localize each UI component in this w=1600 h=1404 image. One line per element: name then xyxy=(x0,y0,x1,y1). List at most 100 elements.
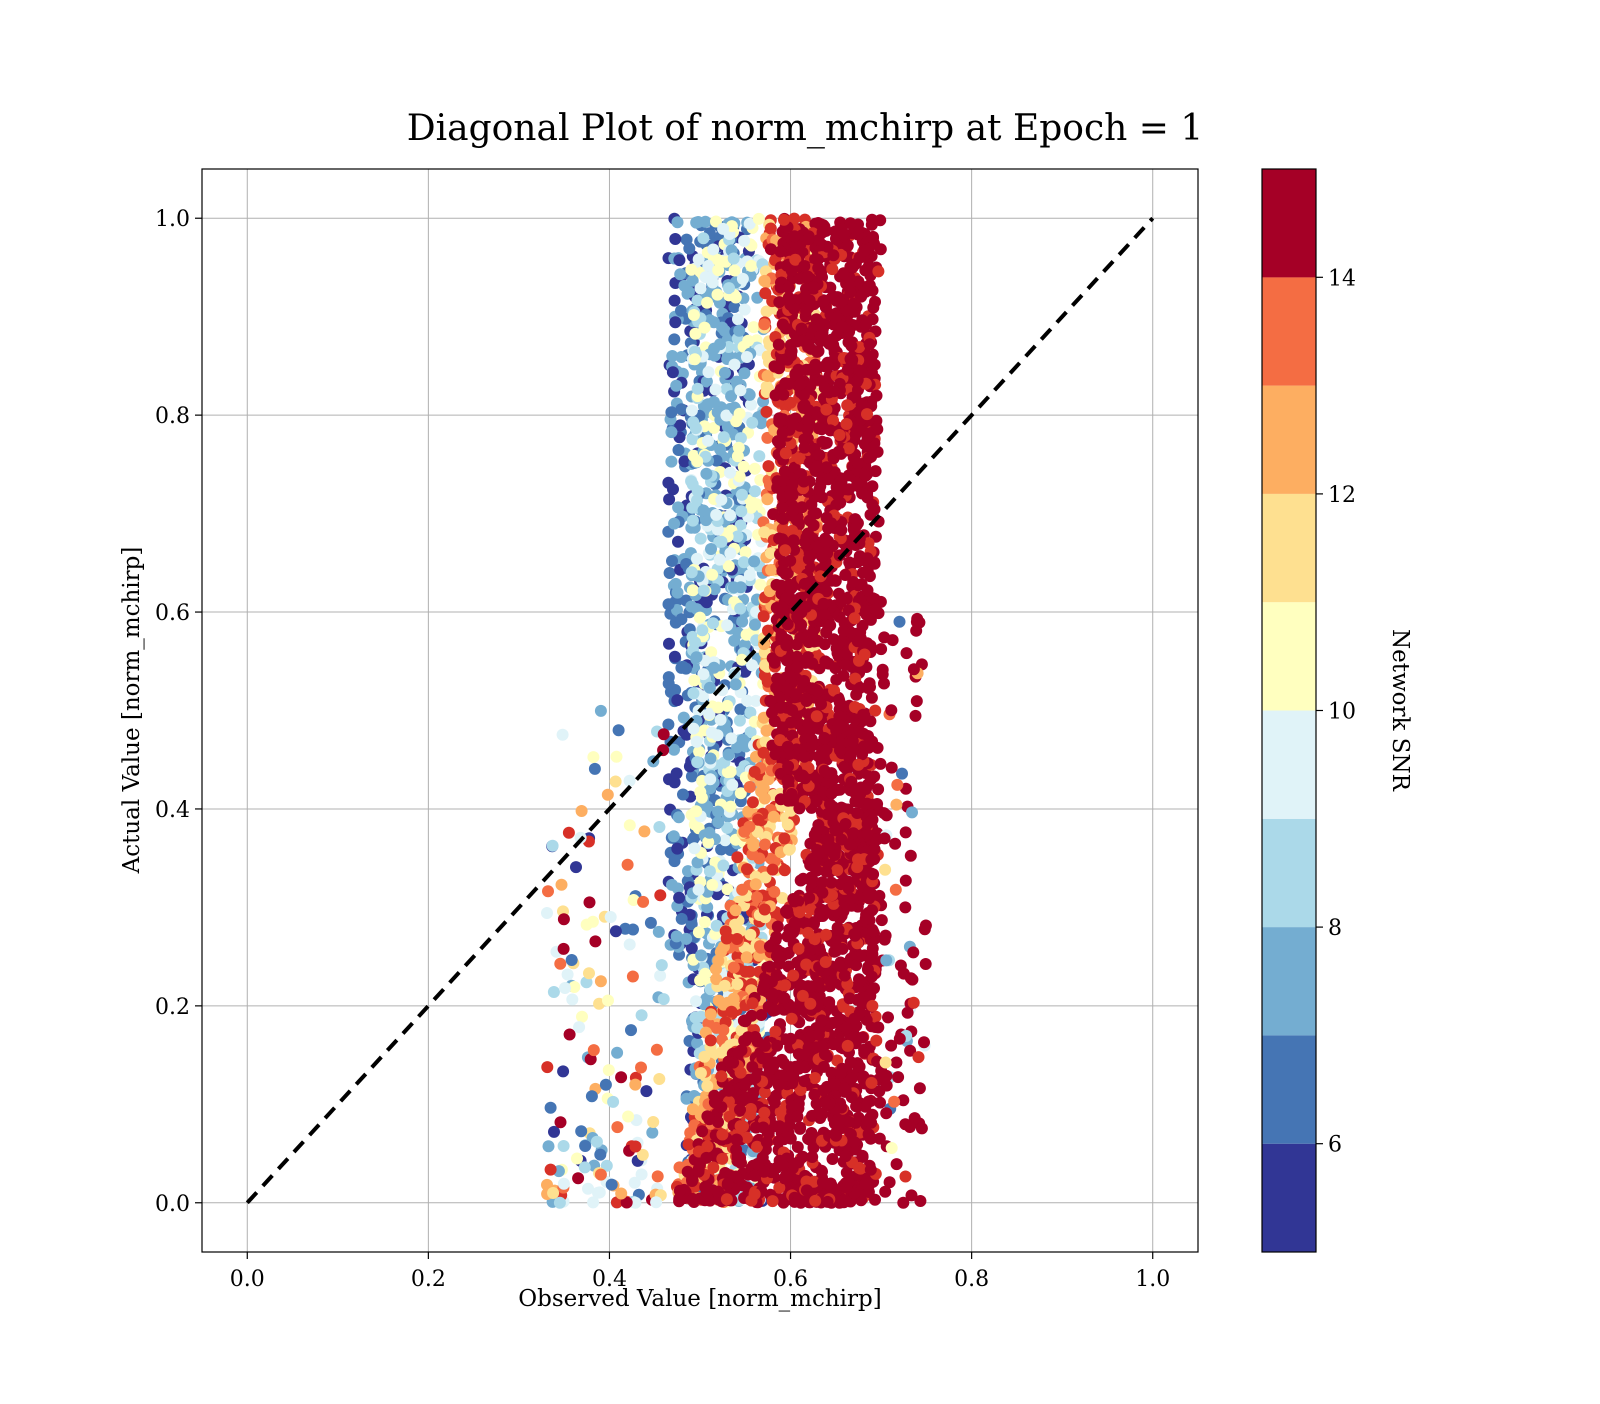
scatter-point xyxy=(705,1034,717,1046)
scatter-point xyxy=(773,416,785,428)
scatter-point xyxy=(783,844,795,856)
scatter-point xyxy=(720,925,732,937)
scatter-point xyxy=(846,1073,858,1085)
scatter-point xyxy=(696,1125,708,1137)
scatter-point xyxy=(863,1186,875,1198)
scatter-point xyxy=(810,684,822,696)
scatter-point xyxy=(687,515,699,527)
scatter-point xyxy=(820,956,832,968)
scatter-point xyxy=(763,460,775,472)
scatter-point xyxy=(748,321,760,333)
scatter-point xyxy=(808,636,820,648)
scatter-point xyxy=(863,430,875,442)
scatter-point xyxy=(865,1133,877,1145)
scatter-point xyxy=(564,1029,576,1041)
scatter-point xyxy=(693,884,705,896)
scatter-point xyxy=(595,705,607,717)
scatter-point xyxy=(753,450,765,462)
scatter-point xyxy=(687,584,699,596)
scatter-point xyxy=(758,981,770,993)
scatter-point xyxy=(558,1140,570,1152)
scatter-point xyxy=(833,694,845,706)
scatter-point xyxy=(734,408,746,420)
scatter-point xyxy=(704,682,716,694)
scatter-point xyxy=(687,687,699,699)
scatter-point xyxy=(800,959,812,971)
scatter-point xyxy=(545,1102,557,1114)
scatter-point xyxy=(672,501,684,513)
scatter-point xyxy=(869,843,881,855)
scatter-point xyxy=(734,1104,746,1116)
scatter-point xyxy=(867,302,879,314)
scatter-point xyxy=(778,214,790,226)
scatter-point xyxy=(717,1024,729,1036)
scatter-point xyxy=(769,1097,781,1109)
scatter-point xyxy=(763,1127,775,1139)
scatter-point xyxy=(787,970,799,982)
scatter-point xyxy=(798,751,810,763)
scatter-point xyxy=(611,1121,623,1133)
scatter-point xyxy=(708,343,720,355)
scatter-point xyxy=(714,554,726,566)
scatter-point xyxy=(624,775,636,787)
scatter-point xyxy=(786,788,798,800)
scatter-point xyxy=(646,1127,658,1139)
scatter-point xyxy=(806,739,818,751)
scatter-point xyxy=(764,695,776,707)
scatter-point xyxy=(566,994,578,1006)
scatter-point xyxy=(867,232,879,244)
scatter-point xyxy=(867,942,879,954)
scatter-point xyxy=(856,366,868,378)
scatter-point xyxy=(797,990,809,1002)
scatter-point xyxy=(672,216,684,228)
scatter-point xyxy=(802,927,814,939)
scatter-point xyxy=(865,854,877,866)
scatter-point xyxy=(712,816,724,828)
scatter-point xyxy=(865,1164,877,1176)
scatter-point xyxy=(848,928,860,940)
scatter-point xyxy=(816,1166,828,1178)
scatter-point xyxy=(845,776,857,788)
scatter-point xyxy=(542,885,554,897)
scatter-point xyxy=(860,319,872,331)
scatter-point xyxy=(717,860,729,872)
scatter-point xyxy=(802,1133,814,1145)
scatter-point xyxy=(734,384,746,396)
scatter-point xyxy=(693,926,705,938)
scatter-point xyxy=(777,427,789,439)
scatter-point xyxy=(728,581,740,593)
scatter-point xyxy=(717,223,729,235)
scatter-point xyxy=(819,655,831,667)
scatter-point xyxy=(750,1122,762,1134)
scatter-point xyxy=(724,509,736,521)
scatter-point xyxy=(855,291,867,303)
scatter-point xyxy=(670,380,682,392)
scatter-point xyxy=(813,751,825,763)
scatter-point xyxy=(853,1162,865,1174)
scatter-point xyxy=(721,700,733,712)
scatter-point xyxy=(785,717,797,729)
scatter-point xyxy=(663,493,675,505)
scatter-point xyxy=(799,536,811,548)
scatter-point xyxy=(689,353,701,365)
scatter-point xyxy=(703,827,715,839)
scatter-point xyxy=(576,1011,588,1023)
scatter-point xyxy=(810,830,822,842)
scatter-point xyxy=(758,1107,770,1119)
scatter-point xyxy=(673,892,685,904)
scatter-point xyxy=(837,943,849,955)
scatter-point xyxy=(860,913,872,925)
scatter-point xyxy=(853,795,865,807)
scatter-point xyxy=(864,338,876,350)
scatter-point xyxy=(735,1157,747,1169)
scatter-point xyxy=(811,795,823,807)
scatter-point xyxy=(866,1000,878,1012)
scatter-point xyxy=(605,911,617,923)
scatter-point xyxy=(798,476,810,488)
scatter-point xyxy=(799,693,811,705)
scatter-point xyxy=(541,1061,553,1073)
scatter-point xyxy=(802,233,814,245)
scatter-point xyxy=(784,1120,796,1132)
scatter-point xyxy=(670,578,682,590)
